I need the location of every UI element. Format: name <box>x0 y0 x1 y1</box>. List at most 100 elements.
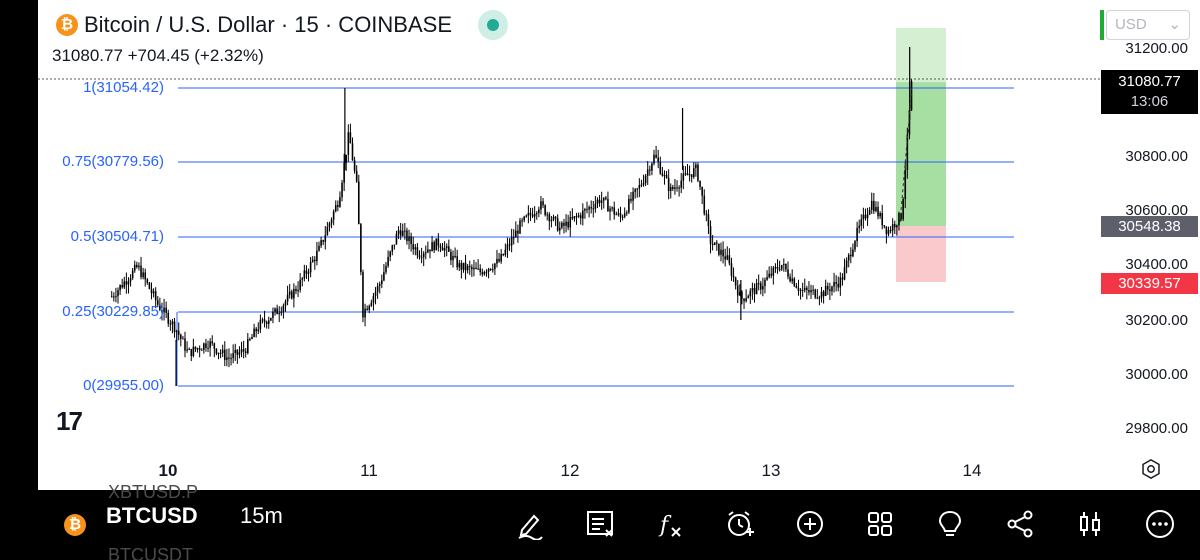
alert-clock-icon[interactable] <box>724 508 756 540</box>
candle-body <box>439 245 442 248</box>
candle-body <box>605 197 607 200</box>
candle-body <box>278 313 281 315</box>
candle-body <box>734 277 737 286</box>
candle-body <box>481 271 484 275</box>
settings-gear-icon[interactable] <box>1140 458 1162 480</box>
candle-body <box>330 219 333 224</box>
candle-body <box>337 205 339 207</box>
candle-body <box>512 237 515 239</box>
candle-body <box>349 132 352 144</box>
candle-body <box>674 187 676 189</box>
candle-body <box>280 311 283 314</box>
left-edge <box>0 0 38 490</box>
candle-body <box>133 264 136 271</box>
candle-body <box>223 349 226 360</box>
layouts-icon[interactable] <box>864 508 896 540</box>
candle-body <box>789 276 791 282</box>
ideas-icon[interactable] <box>934 508 966 540</box>
symbol-title[interactable]: Bitcoin / U.S. Dollar · 15 · COINBASE <box>84 12 452 37</box>
fib-label-025: 0.25(30229.85) <box>62 303 164 320</box>
candle-body <box>234 349 237 354</box>
candle-body <box>636 188 639 190</box>
candle-body <box>833 282 835 287</box>
candle-body <box>288 291 291 295</box>
candle-body <box>228 357 230 359</box>
candle-body <box>295 288 297 292</box>
trade-path-line <box>899 85 913 223</box>
time-axis[interactable] <box>38 455 1100 490</box>
candle-body <box>362 272 364 318</box>
candle-body <box>171 321 174 325</box>
candle-body <box>159 304 161 310</box>
candle-body <box>707 214 710 227</box>
candle-body <box>347 132 350 155</box>
timeframe-button[interactable]: 15m <box>240 503 283 528</box>
candle-body <box>527 212 530 216</box>
candle-body <box>887 230 890 235</box>
candle-body <box>357 181 360 225</box>
candle-body <box>148 282 151 289</box>
candle-body <box>600 200 603 203</box>
candle-body <box>242 349 245 352</box>
candle-body <box>896 225 898 228</box>
candle-body <box>448 246 450 252</box>
candle-body <box>751 287 754 291</box>
candle-body <box>774 267 777 269</box>
candle-body <box>198 348 201 350</box>
candle-body <box>866 214 869 219</box>
market-status-icon[interactable] <box>478 10 508 40</box>
chart-style-icon[interactable] <box>1074 508 1106 540</box>
draw-icon[interactable] <box>514 508 546 540</box>
candle-body <box>200 349 203 351</box>
function-icon[interactable]: f <box>654 508 686 540</box>
candle-body <box>889 230 892 232</box>
candle-body <box>477 268 479 270</box>
candle-body <box>722 249 724 257</box>
indicators-list-icon[interactable] <box>584 508 616 540</box>
candle-body <box>167 312 170 324</box>
candle-body <box>203 343 205 350</box>
candle-body <box>131 270 134 279</box>
candle-body <box>276 308 278 315</box>
candle-body <box>221 349 224 354</box>
candle-body <box>320 240 322 246</box>
candle-body <box>590 207 592 209</box>
candle-body <box>263 319 266 323</box>
candle-body <box>508 244 511 246</box>
candle-body <box>891 223 894 231</box>
candle-body <box>355 170 358 182</box>
candle-body <box>485 271 488 273</box>
candle-body <box>249 339 251 341</box>
share-icon[interactable] <box>1004 508 1036 540</box>
candle-body <box>703 195 706 214</box>
candle-body <box>806 287 808 291</box>
candle-body <box>393 244 396 246</box>
candle-body <box>146 279 149 283</box>
bitcoin-icon: ₿ <box>56 14 78 36</box>
last-price-value: 31080.77 <box>1118 73 1181 90</box>
candle-body <box>780 264 783 270</box>
candle-body <box>640 184 643 186</box>
price-chart[interactable] <box>38 0 1100 455</box>
add-icon[interactable] <box>794 508 826 540</box>
candle-body <box>586 209 588 211</box>
candle-body <box>720 249 722 255</box>
candle-body <box>504 249 507 256</box>
candle-body <box>418 255 421 258</box>
currency-select[interactable]: USD ⌄ <box>1106 10 1190 40</box>
candle-body <box>839 277 842 288</box>
candle-body <box>533 213 536 217</box>
symbol-button[interactable]: BTCUSD <box>106 503 198 528</box>
candle-body <box>659 162 662 174</box>
candle-body <box>757 283 760 285</box>
candle-body <box>561 222 563 228</box>
candle-body <box>621 216 624 218</box>
candle-body <box>885 226 888 235</box>
candle-body <box>569 217 572 228</box>
candle-body <box>445 246 448 248</box>
chart-area[interactable] <box>38 0 1100 455</box>
candle-body <box>879 213 881 217</box>
candle-body <box>554 216 557 219</box>
candle-body <box>810 290 812 293</box>
more-icon[interactable] <box>1144 508 1176 540</box>
